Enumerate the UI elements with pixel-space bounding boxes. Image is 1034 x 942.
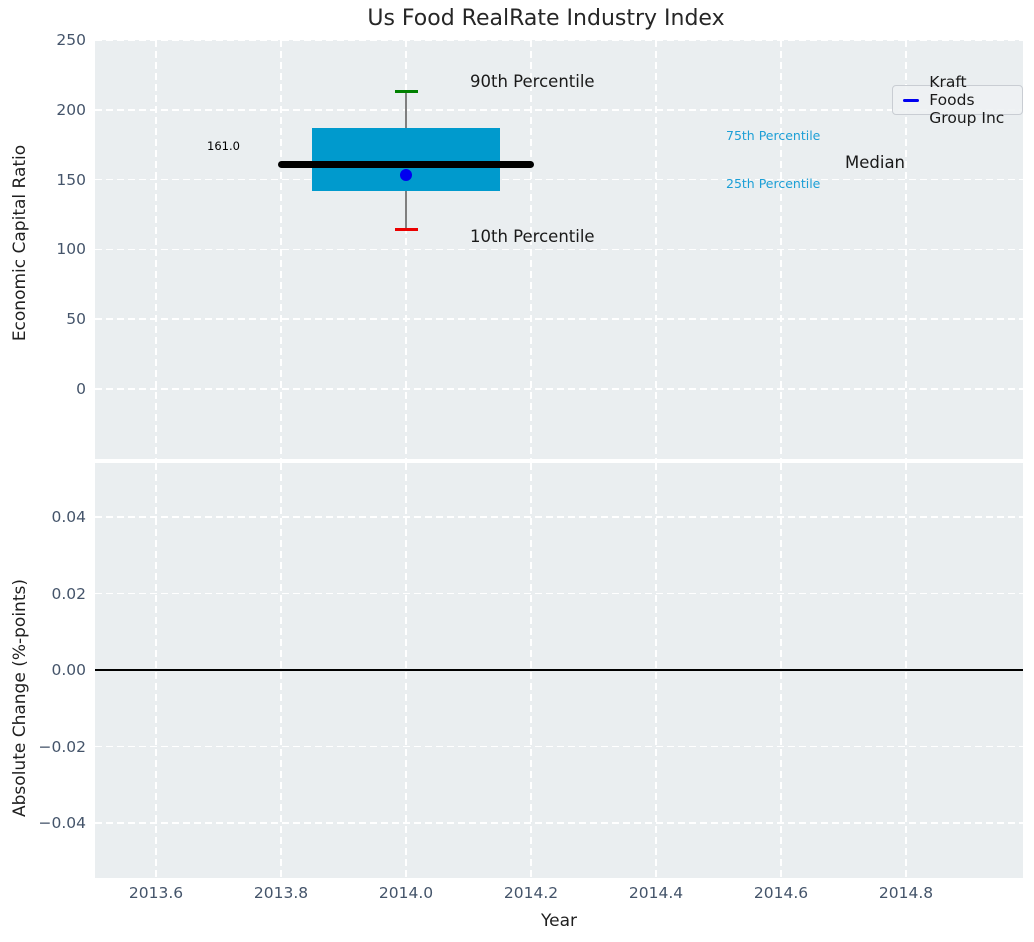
annotation-90th-percentile: 90th Percentile xyxy=(470,72,595,91)
chart-title: Us Food RealRate Industry Index xyxy=(367,6,725,31)
annotation-median: Median xyxy=(845,153,906,172)
y-tick-label: 250 xyxy=(56,31,86,49)
x-tick-label: 2014.8 xyxy=(878,884,934,902)
horizontal-gridline xyxy=(95,822,1023,824)
median-line xyxy=(277,160,535,168)
horizontal-gridline xyxy=(95,109,1023,111)
horizontal-gridline xyxy=(95,516,1023,518)
horizontal-gridline xyxy=(95,388,1023,390)
horizontal-gridline xyxy=(95,318,1023,320)
horizontal-gridline xyxy=(95,592,1023,595)
annotation-median-value: 161.0 xyxy=(207,139,240,153)
y-tick-label: −0.04 xyxy=(38,814,87,832)
legend-line-sample xyxy=(903,98,920,102)
y-tick-label: 50 xyxy=(66,310,86,329)
y-tick-label: 0 xyxy=(76,380,86,398)
interquartile-box xyxy=(312,127,500,191)
horizontal-gridline xyxy=(95,40,1023,41)
x-tick-label: 2013.8 xyxy=(253,884,309,902)
x-tick-label: 2014.4 xyxy=(628,884,684,902)
vertical-gridline xyxy=(405,40,407,459)
x-tick-label: 2014.0 xyxy=(378,884,434,902)
vertical-gridline xyxy=(905,40,907,459)
y-tick-label: −0.02 xyxy=(38,737,87,756)
horizontal-gridline xyxy=(95,248,1023,251)
y-tick-label: 150 xyxy=(56,170,86,189)
zero-line xyxy=(95,669,1023,671)
legend: Kraft Foods Group Inc xyxy=(892,73,1023,127)
vertical-gridline xyxy=(655,40,657,459)
10th-percentile-cap xyxy=(394,228,418,232)
annotation-10th-percentile: 10th Percentile xyxy=(470,227,595,246)
vertical-gridline xyxy=(780,40,782,459)
vertical-gridline xyxy=(280,40,282,459)
vertical-gridline xyxy=(530,40,532,459)
ylabel-absolute-change: Absolute Change (%-points) xyxy=(10,579,30,817)
horizontal-gridline xyxy=(95,745,1023,748)
y-tick-label: 0.02 xyxy=(51,584,86,603)
x-tick-label: 2014.6 xyxy=(753,884,809,902)
y-tick-label: 200 xyxy=(56,100,86,119)
x-tick-label: 2013.6 xyxy=(128,884,184,902)
y-tick-label: 0.00 xyxy=(51,661,86,679)
annotation-75th-percentile: 75th Percentile xyxy=(726,128,821,143)
90th-percentile-cap xyxy=(394,90,418,94)
annotation-25th-percentile: 25th Percentile xyxy=(726,176,821,191)
horizontal-gridline xyxy=(95,178,1023,181)
kraft-value-marker xyxy=(400,169,412,182)
xlabel-year: Year xyxy=(541,911,577,931)
legend-label: Kraft Foods Group Inc xyxy=(929,73,1005,127)
top-axes: Kraft Foods Group Inc xyxy=(95,40,1023,459)
y-tick-label: 0.04 xyxy=(51,508,86,526)
vertical-gridline xyxy=(155,40,157,459)
y-tick-label: 100 xyxy=(56,240,86,259)
x-tick-label: 2014.2 xyxy=(503,884,559,902)
bottom-axes xyxy=(95,463,1023,878)
